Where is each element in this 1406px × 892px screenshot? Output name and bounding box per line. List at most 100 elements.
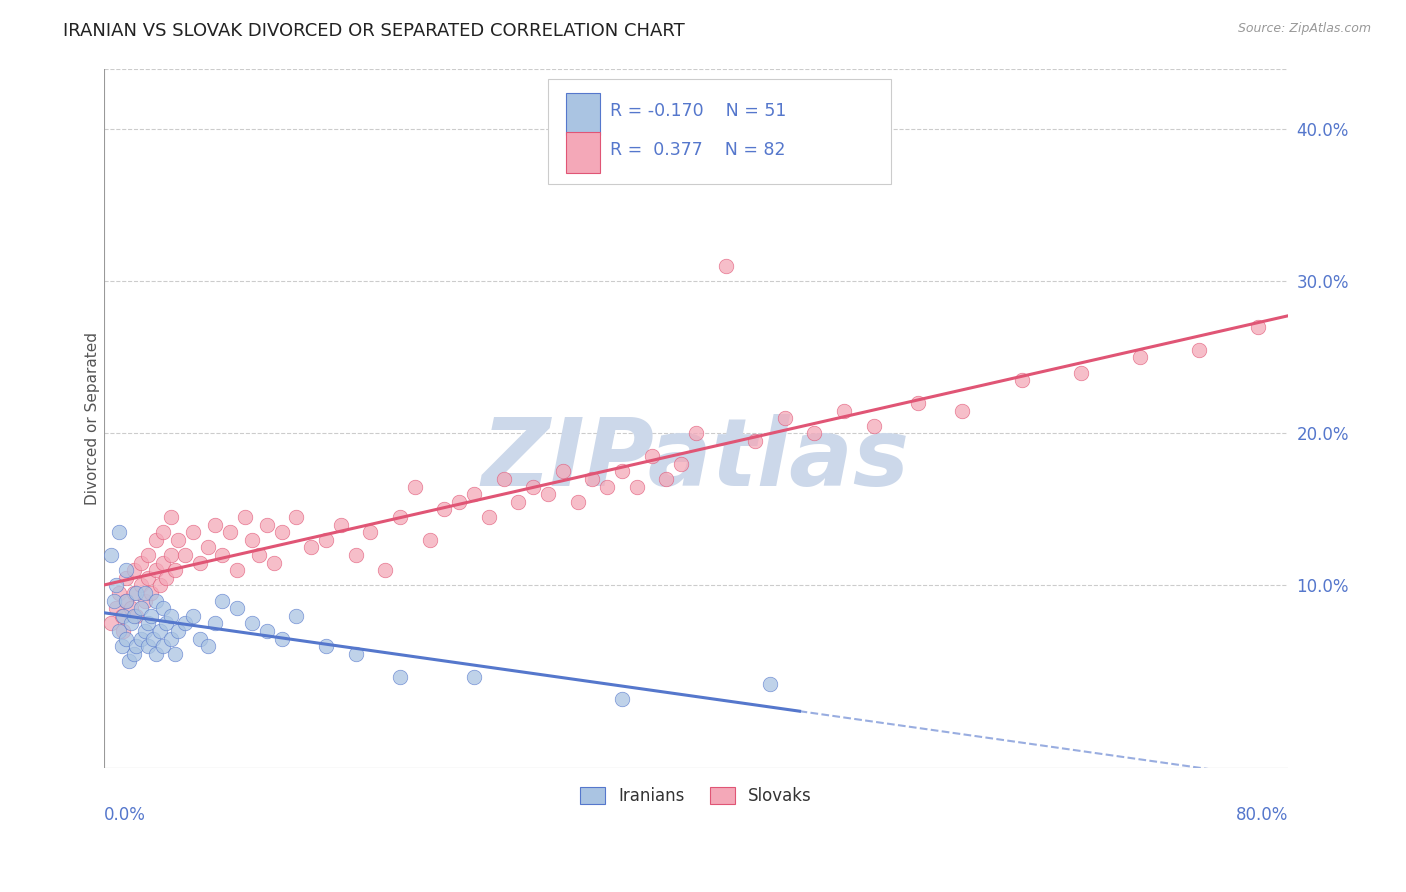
Point — [1188, 343, 1211, 357]
Point — [152, 639, 174, 653]
Point — [115, 593, 138, 607]
Point — [122, 563, 145, 577]
Point — [107, 586, 129, 600]
Legend: Iranians, Slovaks: Iranians, Slovaks — [574, 780, 818, 812]
Point — [567, 494, 589, 508]
Point — [129, 578, 152, 592]
Point — [263, 556, 285, 570]
Point — [1011, 373, 1033, 387]
Point — [107, 525, 129, 540]
Point — [181, 525, 204, 540]
Point — [551, 464, 574, 478]
Point — [136, 639, 159, 653]
Point — [111, 639, 134, 653]
Point — [107, 624, 129, 638]
Point — [285, 608, 308, 623]
Point — [115, 593, 138, 607]
Point — [388, 669, 411, 683]
Point — [118, 654, 141, 668]
Point — [508, 494, 530, 508]
Point — [315, 533, 337, 547]
Point — [463, 669, 485, 683]
Point — [159, 632, 181, 646]
Text: IRANIAN VS SLOVAK DIVORCED OR SEPARATED CORRELATION CHART: IRANIAN VS SLOVAK DIVORCED OR SEPARATED … — [63, 22, 685, 40]
Point — [104, 601, 127, 615]
Point — [134, 593, 156, 607]
Point — [111, 608, 134, 623]
Point — [581, 472, 603, 486]
Point — [433, 502, 456, 516]
Point — [115, 563, 138, 577]
Point — [174, 616, 197, 631]
Point — [129, 601, 152, 615]
Point — [100, 616, 122, 631]
Point — [862, 418, 884, 433]
Point — [388, 509, 411, 524]
Point — [152, 556, 174, 570]
Point — [803, 426, 825, 441]
Point — [103, 593, 125, 607]
Point — [112, 608, 135, 623]
Point — [122, 586, 145, 600]
Point — [142, 632, 165, 646]
Point — [211, 548, 233, 562]
Point — [270, 525, 292, 540]
Point — [129, 632, 152, 646]
Point — [188, 556, 211, 570]
Point — [240, 616, 263, 631]
Text: ZIPatlas: ZIPatlas — [482, 414, 910, 506]
Point — [299, 541, 322, 555]
Point — [233, 509, 256, 524]
Point — [1247, 319, 1270, 334]
Point — [256, 624, 278, 638]
Point — [832, 403, 855, 417]
Point — [134, 586, 156, 600]
Point — [610, 692, 633, 706]
Point — [226, 601, 249, 615]
Point — [125, 586, 148, 600]
FancyBboxPatch shape — [565, 132, 600, 173]
Point — [329, 517, 352, 532]
Point — [596, 479, 619, 493]
Point — [315, 639, 337, 653]
Point — [640, 449, 662, 463]
Point — [145, 593, 167, 607]
Point — [159, 548, 181, 562]
Text: Source: ZipAtlas.com: Source: ZipAtlas.com — [1237, 22, 1371, 36]
Point — [714, 259, 737, 273]
Point — [463, 487, 485, 501]
Point — [122, 608, 145, 623]
Point — [669, 457, 692, 471]
Point — [145, 647, 167, 661]
Point — [125, 608, 148, 623]
Point — [134, 624, 156, 638]
Point — [204, 517, 226, 532]
Point — [197, 541, 219, 555]
Point — [610, 464, 633, 478]
Point — [759, 677, 782, 691]
Point — [404, 479, 426, 493]
Point — [159, 608, 181, 623]
Point — [181, 608, 204, 623]
Point — [226, 563, 249, 577]
Point — [359, 525, 381, 540]
Point — [344, 647, 367, 661]
Point — [285, 509, 308, 524]
Point — [159, 509, 181, 524]
Point — [240, 533, 263, 547]
Point — [120, 601, 142, 615]
Point — [152, 525, 174, 540]
Point — [155, 616, 177, 631]
Point — [522, 479, 544, 493]
Point — [174, 548, 197, 562]
Text: R =  0.377    N = 82: R = 0.377 N = 82 — [610, 141, 785, 159]
Point — [685, 426, 707, 441]
Point — [125, 639, 148, 653]
Point — [492, 472, 515, 486]
Point — [218, 525, 240, 540]
Point — [115, 632, 138, 646]
Point — [145, 563, 167, 577]
Point — [129, 556, 152, 570]
Point — [141, 586, 163, 600]
Point — [188, 632, 211, 646]
